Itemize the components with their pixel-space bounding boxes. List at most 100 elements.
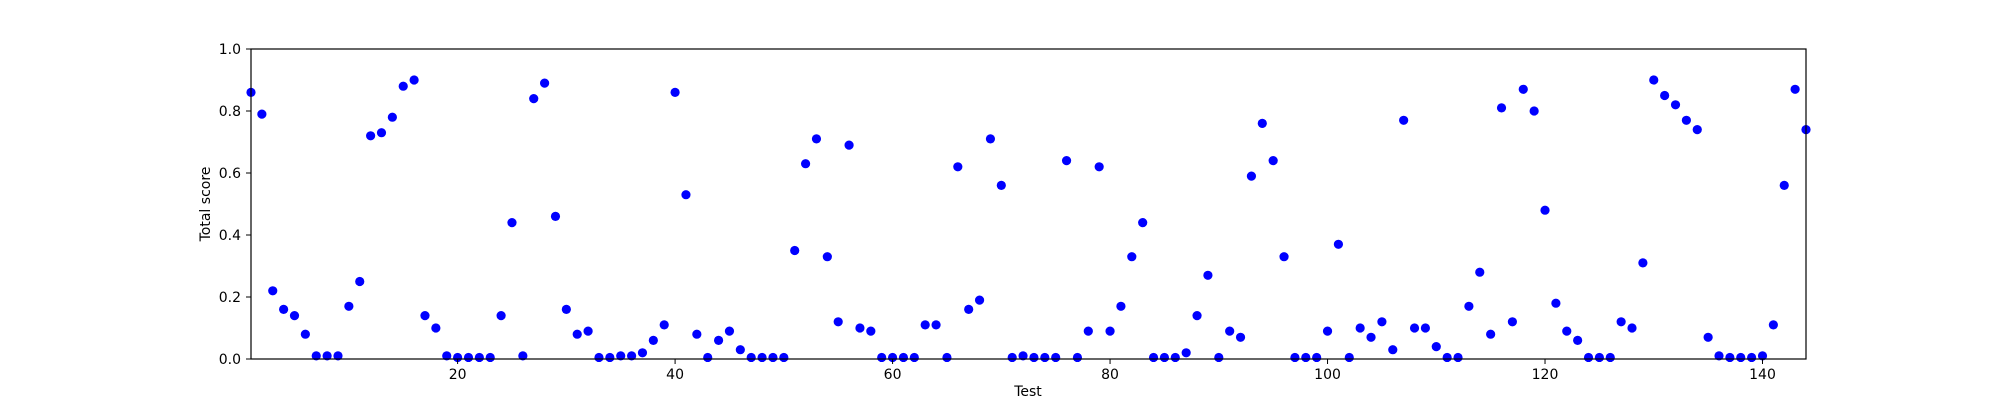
data-point <box>1061 156 1072 166</box>
plot-area-frame <box>250 48 1807 360</box>
data-point <box>681 190 691 200</box>
data-point <box>768 352 778 363</box>
y-axis-label: Total score <box>198 167 214 243</box>
data-point <box>463 352 474 363</box>
data-point <box>1214 352 1224 363</box>
x-axis-ticks: 20 40 60 80 100 120 140 <box>449 359 1776 383</box>
data-point <box>431 323 441 333</box>
data-point <box>1029 352 1039 363</box>
data-point <box>355 276 365 287</box>
data-point <box>637 348 648 358</box>
data-point <box>1507 317 1517 327</box>
data-point <box>1616 317 1626 327</box>
data-point <box>1072 352 1083 363</box>
data-point <box>1670 100 1681 110</box>
y-tick-label: 0.4 <box>219 228 241 244</box>
data-point <box>931 320 941 330</box>
data-point <box>1627 323 1637 333</box>
data-point <box>1790 84 1800 94</box>
data-point <box>877 352 887 363</box>
data-point <box>1322 326 1333 336</box>
data-point <box>344 301 354 311</box>
data-point <box>1475 267 1485 277</box>
data-point <box>692 329 702 339</box>
data-point <box>1714 351 1724 361</box>
data-point <box>833 317 843 327</box>
data-point <box>1420 323 1431 333</box>
data-point <box>1736 352 1746 363</box>
data-point <box>1203 270 1213 280</box>
data-point <box>1007 352 1017 363</box>
data-point <box>811 134 822 144</box>
data-point <box>1268 156 1278 166</box>
data-point <box>887 352 898 363</box>
data-point <box>1573 335 1583 345</box>
data-point <box>583 326 593 336</box>
data-point <box>1170 352 1180 363</box>
data-point <box>1638 258 1648 268</box>
data-point <box>703 352 713 363</box>
data-point <box>1138 218 1148 228</box>
data-point <box>1279 252 1289 262</box>
data-point <box>822 252 832 262</box>
data-point <box>1540 205 1550 215</box>
data-point <box>561 304 571 314</box>
data-point <box>398 81 408 91</box>
data-point <box>942 352 952 363</box>
data-point <box>985 134 996 144</box>
data-point <box>1747 352 1757 363</box>
data-point <box>1148 352 1159 363</box>
data-point <box>1246 171 1257 181</box>
data-point <box>800 159 811 169</box>
data-point <box>1127 252 1137 262</box>
data-point <box>529 94 539 104</box>
data-point <box>442 351 452 361</box>
data-point <box>333 351 343 361</box>
data-point <box>1051 352 1061 363</box>
data-point <box>735 345 745 355</box>
data-point <box>844 140 854 150</box>
y-axis-ticks: 0.0 0.2 0.4 0.6 0.8 1.0 <box>219 42 251 368</box>
data-point <box>757 352 767 363</box>
data-point <box>1681 115 1691 125</box>
data-point <box>779 352 789 363</box>
data-point <box>1235 332 1246 342</box>
x-tick-label: 80 <box>1101 367 1119 383</box>
data-point <box>1431 342 1441 352</box>
data-point <box>790 245 800 256</box>
data-point <box>1018 351 1028 361</box>
data-point <box>1094 162 1104 172</box>
y-tick-label: 0.0 <box>219 352 241 368</box>
data-point <box>366 131 376 141</box>
data-point <box>1583 352 1594 363</box>
data-point <box>474 352 484 363</box>
data-point <box>1768 320 1778 330</box>
data-point <box>387 112 397 122</box>
data-point <box>1225 326 1235 336</box>
data-point <box>1692 125 1702 135</box>
data-point <box>1725 352 1735 363</box>
data-point <box>659 320 669 330</box>
data-point <box>713 335 724 345</box>
data-point <box>898 352 909 363</box>
data-point <box>670 87 680 97</box>
data-point <box>1496 103 1507 113</box>
data-point <box>1290 352 1300 363</box>
data-point <box>1257 118 1267 128</box>
data-point <box>724 326 735 336</box>
data-point <box>648 335 658 345</box>
data-point <box>746 352 756 363</box>
data-point <box>279 304 289 314</box>
data-point <box>409 75 419 85</box>
data-point <box>1518 84 1528 94</box>
data-point <box>1344 352 1354 363</box>
data-point <box>1703 332 1713 342</box>
data-point <box>1192 311 1202 321</box>
data-point <box>1159 352 1170 363</box>
data-point <box>496 311 506 321</box>
y-tick-label: 0.6 <box>219 166 241 182</box>
data-point <box>1453 352 1463 363</box>
data-point <box>311 351 321 361</box>
